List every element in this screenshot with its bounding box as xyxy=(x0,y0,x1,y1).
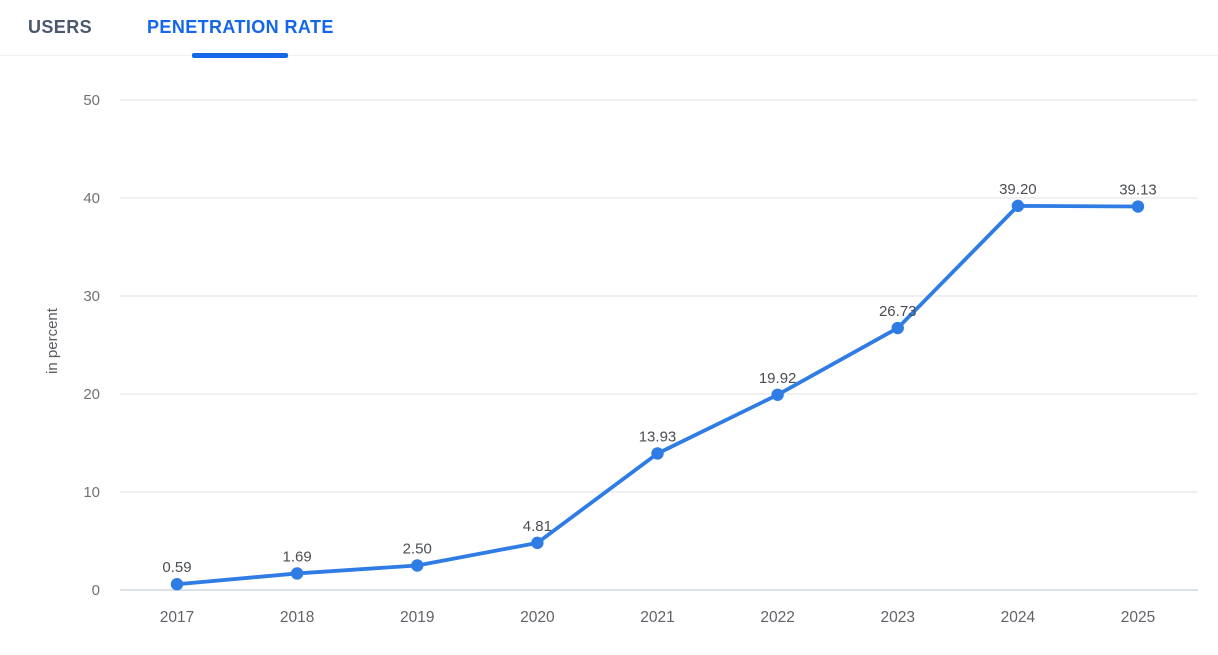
x-tick-label-2024: 2024 xyxy=(1001,609,1036,626)
data-point-2023[interactable] xyxy=(891,321,904,335)
data-label-2021: 13.93 xyxy=(639,428,677,445)
data-point-2018[interactable] xyxy=(290,567,304,580)
tab-users[interactable]: USERS xyxy=(28,0,92,55)
x-tick-label-2022: 2022 xyxy=(760,609,794,626)
y-tick-label-10: 10 xyxy=(83,484,100,501)
x-tick-label-2018: 2018 xyxy=(280,609,314,626)
data-label-2017: 0.59 xyxy=(162,559,191,576)
x-tick-label-2021: 2021 xyxy=(640,609,674,626)
data-point-2022[interactable] xyxy=(771,388,784,401)
data-point-2024[interactable] xyxy=(1011,199,1025,213)
data-label-2019: 2.50 xyxy=(403,541,432,558)
y-tick-label-50: 50 xyxy=(83,92,100,109)
y-tick-label-20: 20 xyxy=(83,386,100,403)
data-point-2017[interactable] xyxy=(170,578,184,591)
penetration-rate-line-chart: 0 10 20 30 40 50 in percent 2017 2018 2019 2020 202… xyxy=(44,92,1198,626)
chart-area: 0 10 20 30 40 50 in percent 2017 2018 2019 2020 202… xyxy=(0,56,1218,655)
data-label-2025: 39.13 xyxy=(1119,182,1157,199)
x-tick-label-2023: 2023 xyxy=(881,609,915,626)
data-label-2020: 4.81 xyxy=(523,518,552,535)
tab-users-label: USERS xyxy=(28,17,93,37)
data-label-2023: 26.73 xyxy=(879,303,917,320)
active-tab-underline xyxy=(192,53,289,58)
x-tick-label-2020: 2020 xyxy=(520,609,555,626)
data-label-2024: 39.20 xyxy=(999,181,1037,198)
tab-bar: USERS PENETRATION RATE xyxy=(0,0,1218,58)
x-tick-label-2017: 2017 xyxy=(160,609,194,626)
series-line-penetration-rate xyxy=(175,203,1140,587)
y-tick-label-40: 40 xyxy=(83,190,100,207)
tab-penetration-rate-label: PENETRATION RATE xyxy=(147,17,334,37)
x-tick-label-2025: 2025 xyxy=(1121,609,1155,626)
tab-penetration-rate[interactable]: PENETRATION RATE xyxy=(147,0,334,58)
data-point-2020[interactable] xyxy=(531,536,544,550)
data-label-2018: 1.69 xyxy=(283,548,312,565)
data-point-2021[interactable] xyxy=(651,447,664,460)
data-point-2025[interactable] xyxy=(1131,200,1145,213)
y-tick-label-30: 30 xyxy=(83,288,100,305)
y-tick-label-0: 0 xyxy=(92,582,100,599)
y-axis-title: in percent xyxy=(44,307,61,374)
data-label-2022: 19.92 xyxy=(759,370,797,387)
data-point-2019[interactable] xyxy=(411,559,424,572)
x-tick-label-2019: 2019 xyxy=(400,609,434,626)
